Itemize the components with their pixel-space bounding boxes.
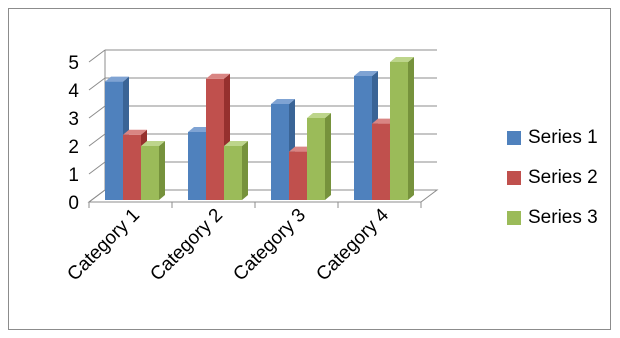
gridline-side xyxy=(89,134,105,146)
bar-front xyxy=(123,135,141,200)
bar xyxy=(141,141,165,200)
legend-label-series-3: Series 3 xyxy=(528,207,598,229)
bar-front xyxy=(206,79,224,200)
bar xyxy=(390,57,414,200)
legend-swatch-series-2 xyxy=(507,171,521,185)
bar-front xyxy=(307,118,325,200)
legend-item-series-3: Series 3 xyxy=(507,207,619,229)
bar-front xyxy=(141,146,159,200)
legend-label-series-1: Series 1 xyxy=(528,127,598,149)
x-tick-label: Category 2 xyxy=(146,205,227,286)
bar-front xyxy=(289,152,307,200)
legend-item-series-2: Series 2 xyxy=(507,167,619,189)
bar-front xyxy=(188,132,206,200)
y-tick-label: 1 xyxy=(68,165,79,186)
chart-area: 0 1 2 3 4 5 Category 1 Category 2 Category 3 Cate… xyxy=(8,8,611,330)
bar-front xyxy=(372,124,390,200)
gridline-side xyxy=(89,162,105,174)
bar-side xyxy=(242,141,248,200)
bar-front xyxy=(354,76,372,200)
y-tick-label: 0 xyxy=(68,193,79,214)
bar xyxy=(224,141,248,200)
bar-front xyxy=(105,82,123,200)
x-tick-label: Category 3 xyxy=(229,205,310,286)
gridline-side xyxy=(89,106,105,118)
bar-front xyxy=(271,104,289,200)
legend-label-series-2: Series 2 xyxy=(528,167,598,189)
legend: Series 1 Series 2 Series 3 xyxy=(507,127,619,247)
gridline-side xyxy=(89,50,105,62)
bar xyxy=(307,113,331,200)
legend-swatch-series-1 xyxy=(507,131,521,145)
bar-side xyxy=(325,113,331,200)
y-tick-label: 3 xyxy=(68,109,79,130)
bar-side xyxy=(159,141,165,200)
x-tick-label: Category 4 xyxy=(312,204,393,285)
bar-side xyxy=(408,57,414,200)
legend-item-series-1: Series 1 xyxy=(507,127,619,149)
y-tick-label: 4 xyxy=(68,81,79,102)
bar-front xyxy=(390,62,408,200)
y-tick-label: 5 xyxy=(68,53,79,74)
gridline-side xyxy=(89,78,105,90)
legend-swatch-series-3 xyxy=(507,211,521,225)
bar-chart-3d: 0 1 2 3 4 5 Category 1 Category 2 Category 3 Cate… xyxy=(9,9,499,331)
bar-front xyxy=(224,146,242,200)
y-tick-label: 2 xyxy=(68,137,79,158)
x-tick-label: Category 1 xyxy=(63,205,144,286)
